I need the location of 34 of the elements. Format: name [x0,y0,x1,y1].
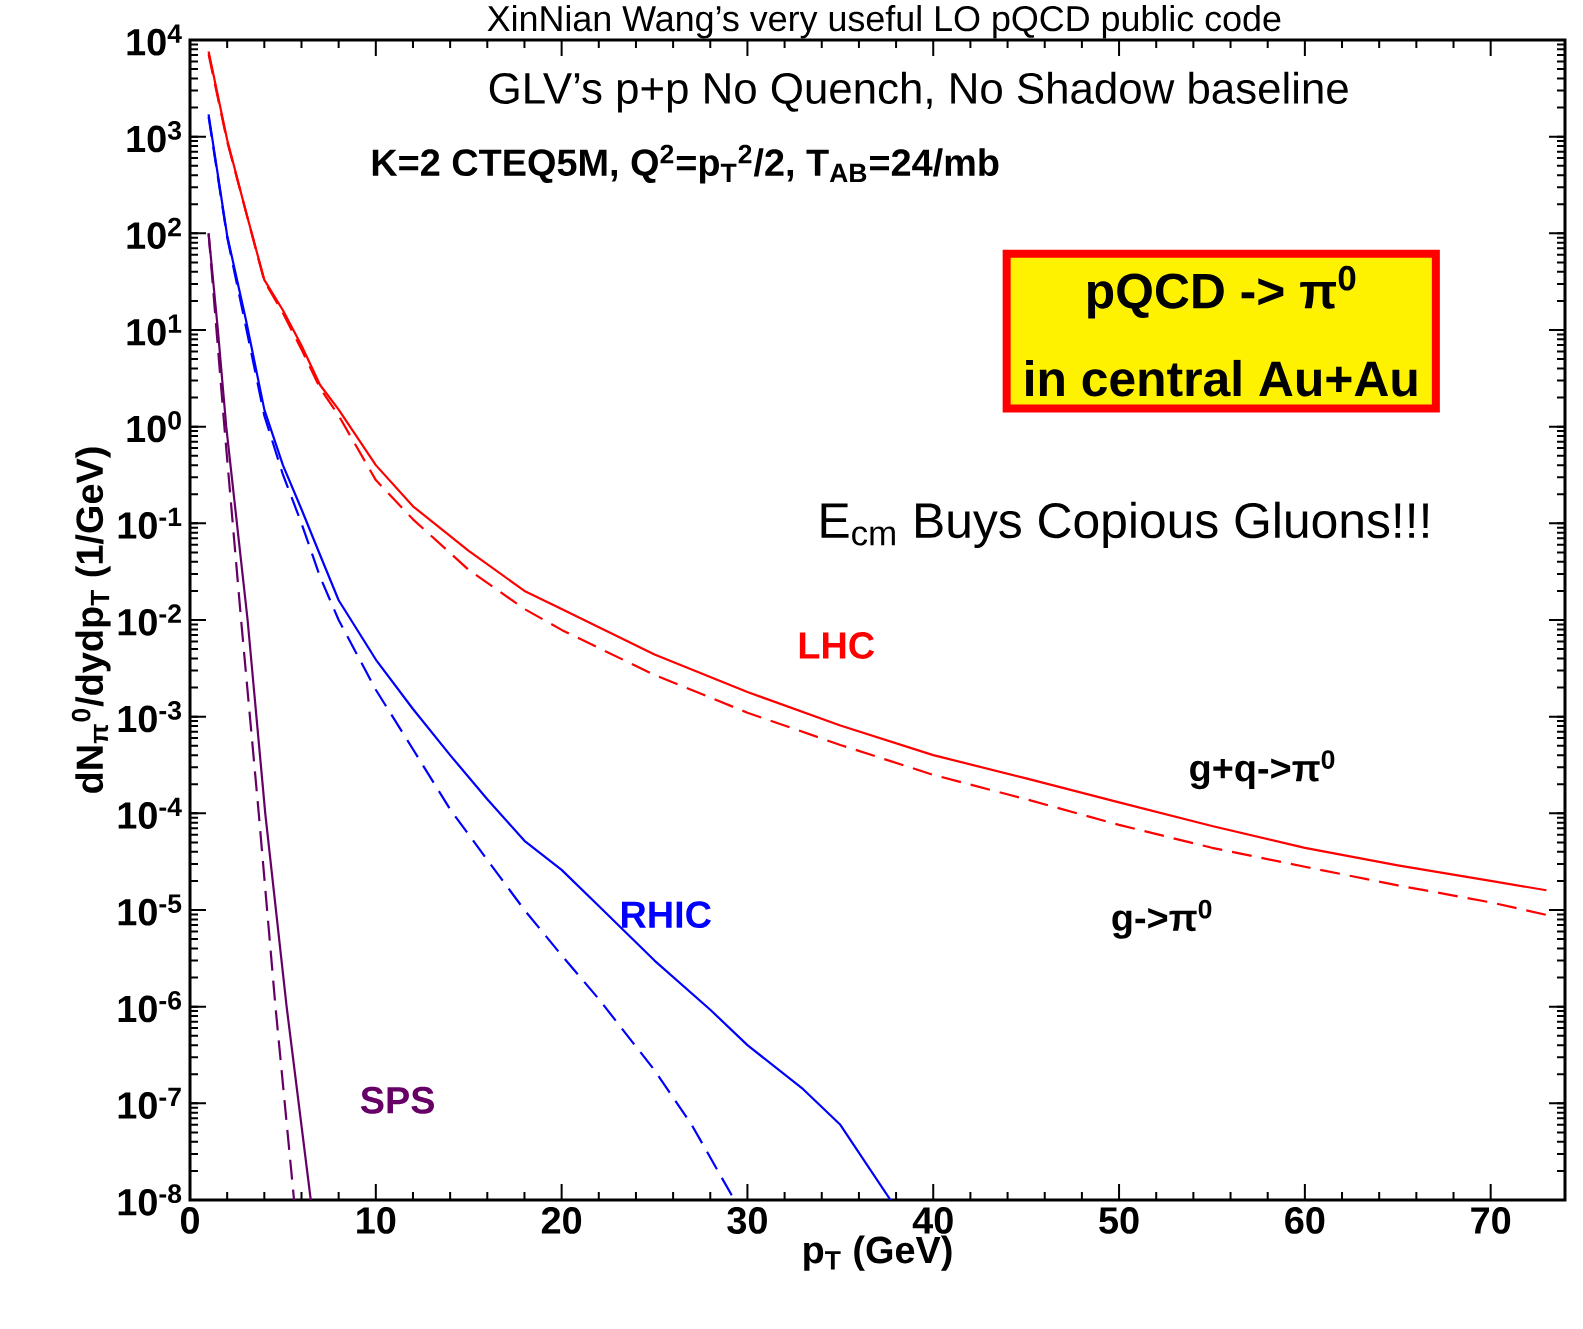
text: GLV’s p+p No Quench, No Shadow baseline [489,71,1348,113]
y-tick-label: 10$^{-8}$ [118,1184,182,1216]
annotation: SPS [360,1086,434,1114]
y-tick-label: 10$^{-4}$ [118,797,182,829]
chart-title: XinNian Wang’s very useful LO pQCD public code [487,5,1281,39]
x-tick-label: 0 [180,1207,199,1234]
y-tick-label: 10$^{3}$ [127,120,182,153]
y-tick-label: 10$^{-6}$ [118,990,182,1023]
annotation: RHIC [622,901,711,929]
x-tick-label: 60 [1285,1207,1325,1234]
annotation: g->π$^{0}$ [1112,899,1212,939]
annotation: pQCD -> π$^{0}$ [1088,265,1356,319]
x-axis-title: p$_{T}$ (GeV) [804,1235,952,1271]
annotation: in central Au+Au [1026,359,1417,397]
x-tick-label: 20 [541,1207,582,1234]
x-tick-label: 30 [727,1207,767,1234]
annotation: g+q->π$^{0}$ [1190,750,1335,790]
annotation: E$_{cm}$ Buys Copious Gluons!!! [821,501,1428,549]
annotation: K=2 CTEQ5M, Q$^{2}$=p$_{T}$$^{2}$/2, T$_{AB}$=24/mb [372,144,999,184]
x-tick-label: 40 [912,1207,953,1234]
y-tick-label: 10$^{4}$ [127,24,182,56]
y-tick-label: 10$^{-7}$ [118,1087,181,1119]
y-tick-label: 10$^{-2}$ [118,604,181,636]
x-tick-label: 10 [357,1207,396,1234]
y-tick-label: 10$^{-3}$ [118,700,182,733]
y-tick-label: 10$^{2}$ [127,217,181,250]
y-axis-title: dN$_{π}$$^{0}$/dydp$_{T}$ (1/GeV) [71,447,111,793]
y-tick-label: 10$^{-1}$ [118,507,182,539]
annotation: LHC [799,632,875,659]
y-tick-label: 10$^{0}$ [127,410,181,443]
y-tick-label: 10$^{1}$ [127,314,182,346]
x-tick-label: 70 [1471,1207,1511,1234]
x-tick-label: 50 [1099,1207,1139,1234]
y-tick-label: 10$^{-5}$ [118,894,182,926]
